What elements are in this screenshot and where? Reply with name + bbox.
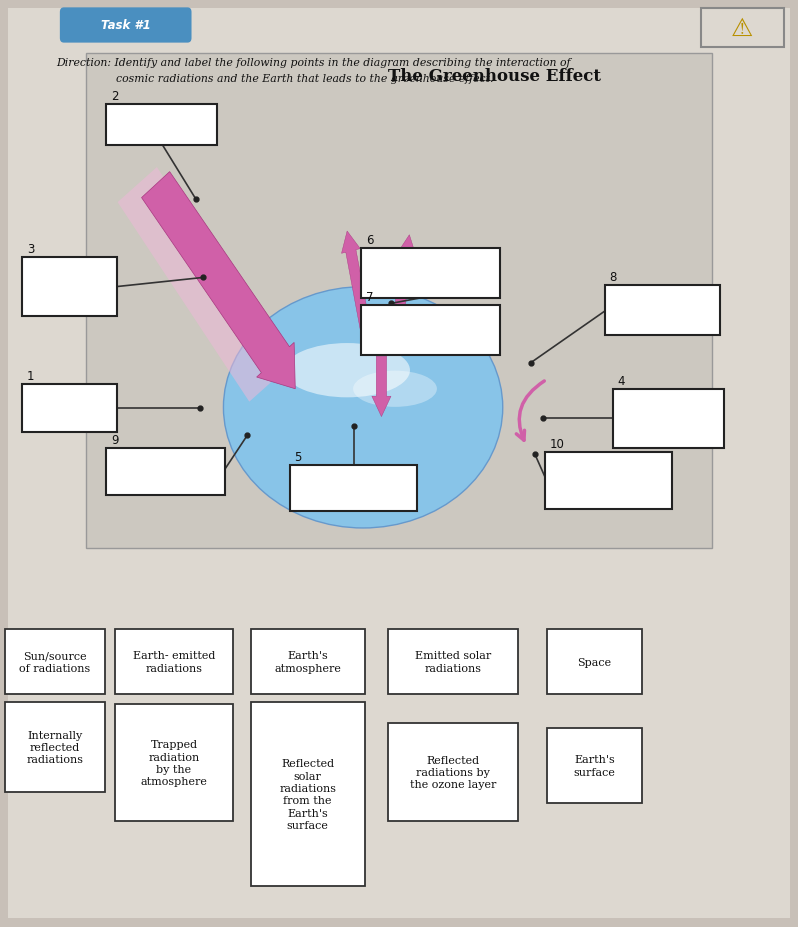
FancyArrow shape <box>117 168 289 402</box>
Text: 4: 4 <box>618 375 625 387</box>
Text: Internally
reflected
radiations: Internally reflected radiations <box>26 730 84 765</box>
FancyBboxPatch shape <box>251 629 365 694</box>
Text: 7: 7 <box>366 291 373 304</box>
FancyBboxPatch shape <box>60 8 192 44</box>
FancyBboxPatch shape <box>115 629 233 694</box>
Text: 9: 9 <box>111 434 118 447</box>
Text: Space: Space <box>578 657 611 667</box>
FancyBboxPatch shape <box>388 629 518 694</box>
FancyBboxPatch shape <box>290 465 417 512</box>
Text: ⚠: ⚠ <box>731 17 753 41</box>
FancyBboxPatch shape <box>5 629 105 694</box>
FancyArrow shape <box>141 172 295 389</box>
FancyBboxPatch shape <box>545 452 672 510</box>
Text: Sun/source
of radiations: Sun/source of radiations <box>19 651 91 673</box>
FancyBboxPatch shape <box>106 449 225 495</box>
FancyBboxPatch shape <box>22 385 117 433</box>
FancyBboxPatch shape <box>547 629 642 694</box>
FancyBboxPatch shape <box>361 248 500 298</box>
FancyBboxPatch shape <box>8 9 790 918</box>
Ellipse shape <box>353 371 437 407</box>
FancyBboxPatch shape <box>5 703 105 792</box>
FancyBboxPatch shape <box>106 105 217 146</box>
Text: 3: 3 <box>27 243 34 256</box>
Text: Direction: Identify and label the following points in the diagram describing the: Direction: Identify and label the follow… <box>56 57 571 68</box>
FancyArrow shape <box>342 232 372 339</box>
FancyArrow shape <box>390 235 417 346</box>
Text: Reflected
solar
radiations
from the
Earth's
surface: Reflected solar radiations from the Eart… <box>279 758 336 831</box>
Text: cosmic radiations and the Earth that leads to the greenhouse effect.: cosmic radiations and the Earth that lea… <box>116 74 493 84</box>
Text: Reflected
radiations by
the ozone layer: Reflected radiations by the ozone layer <box>409 755 496 790</box>
Text: Earth's
atmosphere: Earth's atmosphere <box>275 651 341 673</box>
Ellipse shape <box>223 287 503 528</box>
FancyArrow shape <box>372 357 391 417</box>
Text: 5: 5 <box>294 451 302 464</box>
FancyBboxPatch shape <box>86 54 712 549</box>
Text: Task #1: Task #1 <box>101 19 151 32</box>
FancyBboxPatch shape <box>251 703 365 886</box>
Text: Emitted solar
radiations: Emitted solar radiations <box>415 651 491 673</box>
Text: Earth- emitted
radiations: Earth- emitted radiations <box>132 651 215 673</box>
FancyBboxPatch shape <box>613 389 724 449</box>
Text: Earth's
surface: Earth's surface <box>574 755 615 777</box>
FancyBboxPatch shape <box>361 306 500 356</box>
Text: 2: 2 <box>111 90 118 103</box>
FancyBboxPatch shape <box>605 286 720 336</box>
Ellipse shape <box>284 344 410 398</box>
FancyBboxPatch shape <box>115 705 233 821</box>
Text: 1: 1 <box>27 370 34 383</box>
Text: Trapped
radiation
by the
atmosphere: Trapped radiation by the atmosphere <box>140 740 207 786</box>
Text: 6: 6 <box>366 234 373 247</box>
Text: 10: 10 <box>550 438 565 451</box>
FancyBboxPatch shape <box>547 729 642 803</box>
FancyBboxPatch shape <box>388 723 518 821</box>
FancyBboxPatch shape <box>22 258 117 317</box>
Text: The Greenhouse Effect: The Greenhouse Effect <box>389 68 601 84</box>
Text: 8: 8 <box>610 271 617 284</box>
